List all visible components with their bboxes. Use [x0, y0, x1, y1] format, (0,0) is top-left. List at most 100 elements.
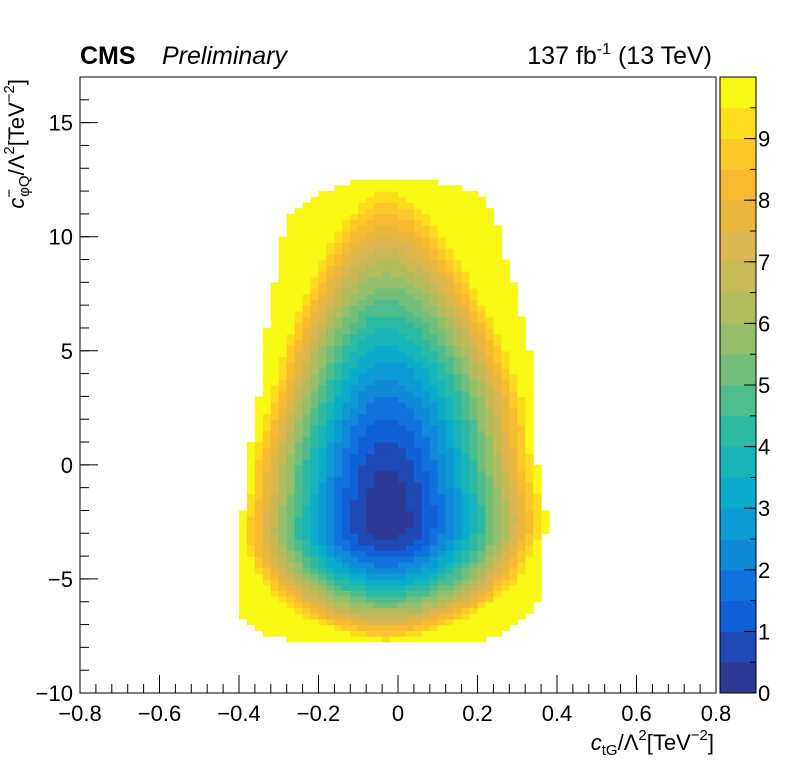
heatmap-cell: [413, 618, 423, 626]
heatmap-cell: [302, 276, 312, 283]
heatmap-cell: [334, 276, 343, 283]
heatmap-cell: [278, 293, 288, 301]
heatmap-cell: [302, 345, 312, 352]
heatmap-cell: [350, 276, 359, 283]
heatmap-cell: [310, 487, 320, 494]
heatmap-cell: [493, 464, 502, 472]
heatmap-cell: [278, 521, 288, 529]
heatmap-cell: [477, 459, 487, 466]
heatmap-cell: [358, 527, 367, 534]
heatmap-cell: [366, 481, 375, 489]
heatmap-cell: [294, 339, 304, 346]
heatmap-cell: [326, 305, 335, 312]
heatmap-cell: [326, 499, 335, 506]
heatmap-cell: [437, 413, 447, 420]
heatmap-cell: [358, 379, 367, 386]
heatmap-cell: [342, 242, 351, 249]
heatmap-cell: [405, 213, 415, 221]
heatmap-cell: [398, 231, 407, 238]
heatmap-cell: [286, 282, 296, 289]
heatmap-cell: [469, 499, 479, 506]
heatmap-cell: [437, 202, 447, 209]
heatmap-cell: [310, 345, 320, 352]
heatmap-cell: [294, 442, 304, 449]
heatmap-cell: [477, 601, 487, 609]
heatmap-cell: [421, 419, 431, 426]
heatmap-cell: [429, 533, 439, 540]
heatmap-cell: [461, 510, 471, 517]
heatmap-cell: [437, 248, 447, 255]
heatmap-cell: [453, 504, 463, 512]
heatmap-cell: [429, 459, 439, 466]
heatmap-cell: [405, 288, 415, 295]
heatmap-cell: [342, 299, 351, 306]
heatmap-cell: [278, 464, 288, 472]
heatmap-cell: [533, 544, 542, 551]
heatmap-cell: [310, 624, 320, 631]
heatmap-cell: [398, 270, 407, 278]
heatmap-cell: [270, 356, 280, 363]
heatmap-cell: [374, 202, 383, 209]
heatmap-cell: [445, 265, 455, 272]
heatmap-cell: [525, 578, 534, 586]
heatmap-cell: [469, 225, 479, 232]
heatmap-cell: [246, 618, 256, 626]
heatmap-cell: [469, 481, 479, 489]
heatmap-cell: [318, 316, 328, 323]
heatmap-cell: [374, 573, 383, 580]
heatmap-cell: [294, 305, 304, 312]
heatmap-cell: [254, 476, 264, 483]
heatmap-cell: [429, 590, 439, 597]
heatmap-cell: [453, 453, 463, 460]
heatmap-cell: [509, 516, 518, 523]
heatmap-cell: [501, 613, 510, 620]
heatmap-cell: [485, 208, 494, 215]
heatmap-cell: [469, 596, 479, 603]
heatmap-cell: [302, 533, 312, 540]
heatmap-cell: [246, 596, 256, 603]
heatmap-cell: [398, 185, 407, 192]
heatmap-cell: [318, 259, 328, 266]
heatmap-cell: [453, 236, 463, 243]
heatmap-cell: [270, 533, 280, 540]
heatmap-cell: [477, 578, 487, 586]
heatmap-cell: [525, 550, 534, 557]
heatmap-cell: [445, 350, 455, 358]
heatmap-cell: [382, 265, 391, 272]
color-scale-band: [720, 415, 756, 448]
heatmap-cell: [382, 407, 391, 415]
heatmap-cell: [453, 208, 463, 215]
heatmap-cell: [390, 327, 399, 335]
heatmap-cell: [445, 196, 455, 204]
heatmap-cell: [445, 453, 455, 460]
heatmap-cell: [413, 379, 423, 386]
heatmap-cell: [342, 556, 351, 563]
heatmap-cell: [342, 293, 351, 301]
heatmap-cell: [469, 561, 479, 569]
heatmap-cell: [525, 407, 534, 415]
heatmap-cell: [310, 550, 320, 557]
heatmap-cell: [239, 516, 248, 523]
heatmap-cell: [405, 556, 415, 563]
heatmap-cell: [278, 618, 288, 626]
heatmap-cell: [302, 590, 312, 597]
heatmap-cell: [421, 596, 431, 603]
heatmap-cell: [270, 527, 280, 534]
heatmap-cell: [421, 367, 431, 375]
heatmap-cell: [445, 248, 455, 255]
heatmap-cell: [334, 259, 343, 266]
heatmap-cell: [302, 265, 312, 272]
heatmap-cell: [278, 327, 288, 335]
heatmap-cell: [453, 345, 463, 352]
heatmap-cell: [382, 624, 391, 631]
heatmap-cell: [318, 265, 328, 272]
heatmap-cell: [326, 561, 335, 569]
heatmap-cell: [342, 196, 351, 204]
heatmap-cell: [366, 590, 375, 597]
heatmap-cell: [413, 248, 423, 255]
heatmap-cell: [254, 584, 264, 591]
heatmap-cell: [413, 305, 423, 312]
heatmap-cell: [469, 624, 479, 631]
heatmap-cell: [453, 613, 463, 620]
heatmap-cell: [485, 350, 494, 358]
